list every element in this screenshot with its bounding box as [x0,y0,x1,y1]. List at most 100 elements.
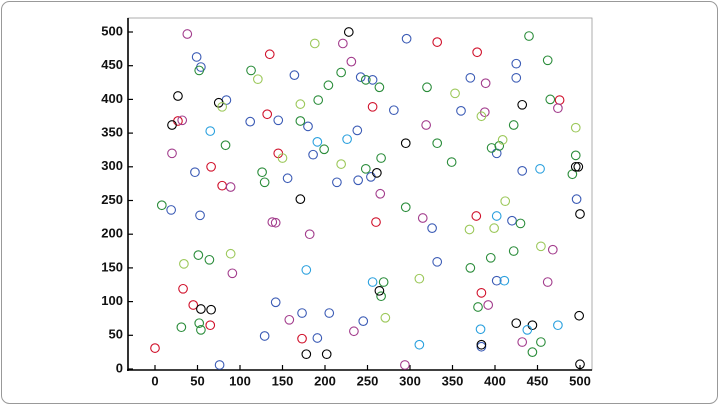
point [378,277,389,287]
point [400,360,410,370]
point [336,67,347,78]
point [227,268,238,279]
point [177,115,188,126]
point [375,188,386,199]
y-tick-label: 100 [101,293,123,308]
point [225,248,236,259]
point [376,153,386,163]
y-tick-label: 400 [101,91,123,106]
x-tick-label: 500 [569,373,591,388]
point [476,111,487,122]
y-tick-label: 350 [101,125,123,140]
x-tick-label: 200 [314,373,336,388]
point [489,223,500,233]
point [336,159,347,169]
point [536,241,546,252]
point [494,141,505,151]
point [417,213,428,223]
y-tick-label: 50 [109,327,123,342]
point [527,347,538,358]
point [257,167,267,178]
point [465,72,476,83]
point [401,33,412,44]
y-tick-label: 450 [101,57,123,72]
point [570,122,581,133]
y-tick-label: 300 [101,158,123,173]
point [217,180,227,191]
point [414,339,425,350]
point [522,325,533,335]
point [367,277,378,287]
point [491,211,502,221]
point [508,120,519,130]
point [542,277,553,287]
point [547,244,558,255]
x-tick-label: 250 [357,373,379,388]
point [486,143,497,153]
point [225,182,236,192]
point [376,291,386,302]
point [545,94,556,105]
point [507,215,517,226]
point [471,211,482,221]
x-tick-label: 150 [272,373,294,388]
point [295,99,306,109]
point [342,134,352,145]
point [282,173,293,184]
point [156,200,167,211]
point [360,163,371,174]
point [217,101,227,112]
point [432,37,443,47]
point [575,209,585,219]
point [542,55,553,66]
point [150,343,160,353]
point [517,337,528,347]
point [500,196,511,207]
point [167,148,177,159]
y-tick-label: 500 [101,23,123,38]
point [367,75,378,85]
point [360,75,371,85]
point [446,157,457,167]
point [570,161,581,172]
point [389,105,399,116]
point [367,101,378,112]
point [432,138,443,149]
point [400,138,411,149]
point [355,72,366,83]
point [319,144,330,155]
point [206,304,216,315]
x-tick-label: 50 [190,373,204,388]
point [338,38,348,49]
point [491,275,502,286]
point [284,314,295,325]
point [554,95,565,105]
point [553,320,563,331]
point [277,153,288,163]
plot-frame [127,17,593,371]
point [575,359,585,370]
point [194,318,205,329]
point [464,224,475,235]
point [508,246,519,256]
point [259,177,270,188]
point [194,65,205,76]
point [571,194,582,205]
point [270,297,281,308]
point [497,134,508,145]
point [188,300,199,310]
point [380,312,391,323]
point [511,58,522,69]
point [485,252,496,263]
point [476,287,487,298]
point [574,310,585,321]
point [432,256,443,267]
point [553,103,563,114]
point [400,202,411,213]
point [173,91,183,101]
point [480,78,491,89]
x-tick-label: 450 [527,373,549,388]
point [517,99,528,110]
point [517,165,528,176]
